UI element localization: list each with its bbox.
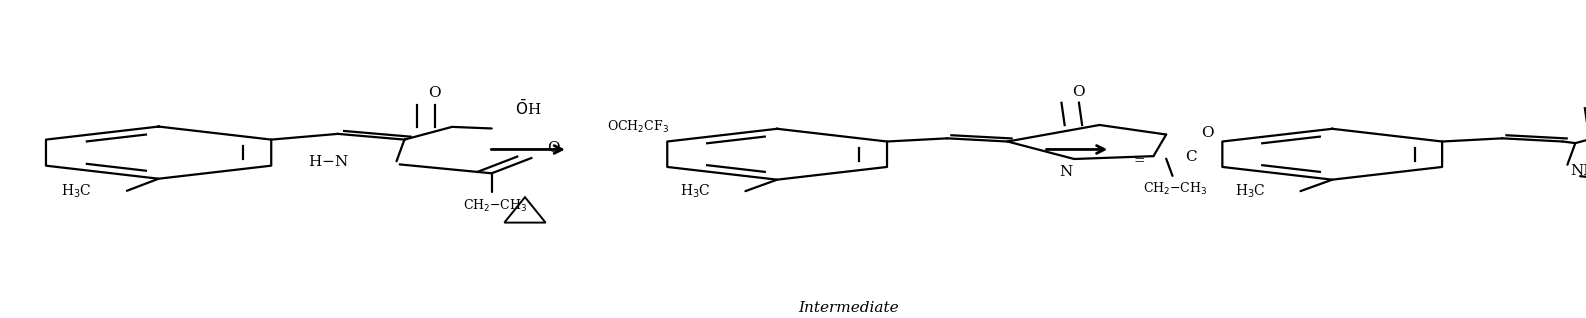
Text: H$-$N: H$-$N (308, 154, 349, 169)
Text: H$_3$C: H$_3$C (62, 182, 92, 199)
Text: $\bar{\rm O}$H: $\bar{\rm O}$H (515, 99, 541, 118)
Text: O: O (1072, 85, 1085, 99)
Text: H$_3$C: H$_3$C (680, 183, 711, 200)
Text: OCH$_2$CF$_3$: OCH$_2$CF$_3$ (607, 119, 669, 135)
Text: O: O (428, 86, 441, 100)
Text: CH$_2$$-$CH$_3$: CH$_2$$-$CH$_3$ (1144, 181, 1209, 197)
Text: NH: NH (1570, 164, 1586, 178)
Text: N: N (1059, 165, 1072, 179)
Text: C: C (1185, 150, 1197, 164)
Text: O: O (1201, 126, 1213, 140)
Text: Intermediate: Intermediate (798, 301, 899, 315)
Text: H$_3$C: H$_3$C (1235, 183, 1266, 200)
Text: =: = (1134, 154, 1145, 168)
Text: O: O (547, 141, 560, 155)
Text: CH$_2$$-$CH$_3$: CH$_2$$-$CH$_3$ (463, 198, 527, 214)
